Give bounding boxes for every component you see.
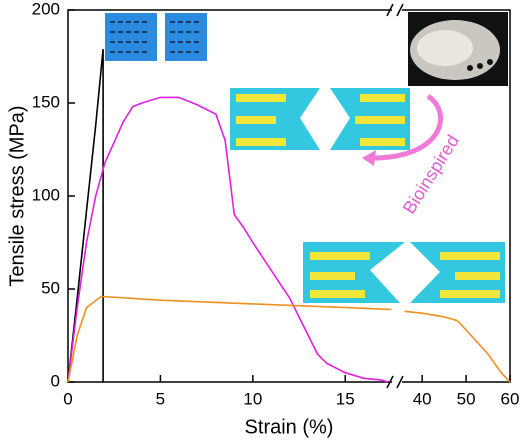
shell-photo xyxy=(408,12,508,86)
y-axis-title: Tensile stress (MPa) xyxy=(6,105,28,286)
x-tick-label: 10 xyxy=(243,389,262,408)
pink-arrow xyxy=(367,93,444,161)
y-tick-label: 200 xyxy=(32,0,60,18)
frame-right xyxy=(402,9,511,383)
x-tick-label: 60 xyxy=(501,389,520,408)
y-tick-label: 150 xyxy=(32,92,60,111)
pink-arrowhead xyxy=(362,150,376,166)
data-line xyxy=(67,96,389,383)
x-tick-label: 40 xyxy=(413,389,432,408)
data-line xyxy=(67,295,511,383)
brick-diagram-1 xyxy=(105,13,207,61)
x-tick-label: 0 xyxy=(63,389,72,408)
brick-diagram-2 xyxy=(230,88,410,150)
frame-left xyxy=(67,9,392,383)
x-axis-title: Strain (%) xyxy=(245,416,334,438)
x-tick-label: 50 xyxy=(457,389,476,408)
x-tick-label: 15 xyxy=(336,389,355,408)
break-marks xyxy=(386,3,404,389)
y-tick-label: 100 xyxy=(32,185,60,204)
brick-diagram-3 xyxy=(303,242,505,303)
data-line xyxy=(67,49,104,383)
x-tick-label: 5 xyxy=(156,389,165,408)
y-tick-label: 0 xyxy=(51,371,60,390)
y-tick-label: 50 xyxy=(41,278,60,297)
